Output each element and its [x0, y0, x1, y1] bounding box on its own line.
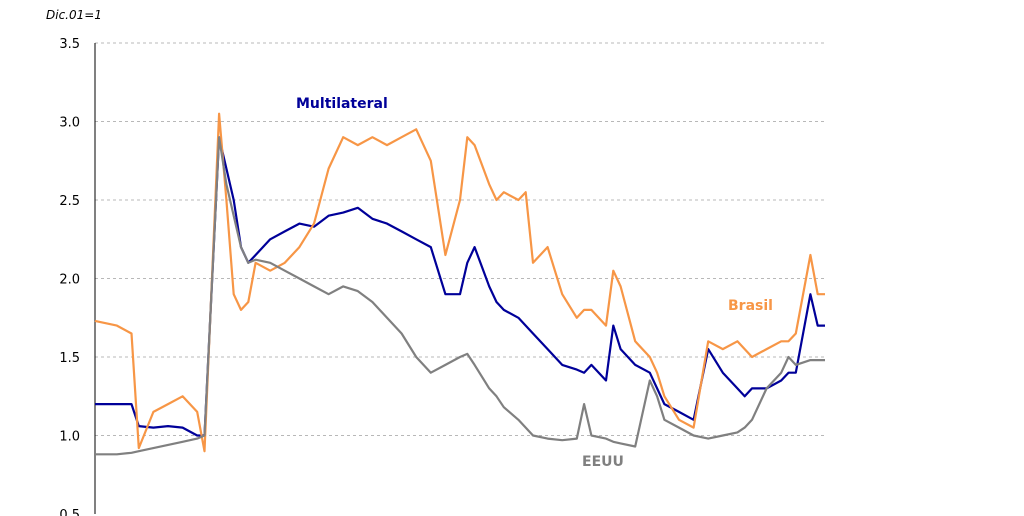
- series-labels: Multilateral Brasil EEUU: [296, 96, 773, 470]
- unit-label: Dic.01=1: [46, 8, 102, 22]
- y-axis-ticks: 3.5 3.0 2.5 2.0 1.5 1.0 0.5: [59, 37, 80, 516]
- series-label-multilateral: Multilateral: [296, 96, 388, 112]
- y-tick-label: 2.5: [59, 194, 80, 209]
- series-line-brasil: [94, 112, 825, 453]
- series-line-multilateral: [95, 136, 825, 437]
- y-tick-label: 3.5: [59, 37, 80, 52]
- y-tick-label: 0.5: [59, 508, 80, 516]
- y-tick-label: 1.0: [59, 430, 80, 445]
- series-lines: [94, 112, 825, 456]
- y-tick-label: 2.0: [59, 273, 80, 288]
- grid-lines: [95, 42, 825, 436]
- y-tick-label: 3.0: [59, 116, 80, 131]
- series-label-eeuu: EEUU: [582, 454, 624, 470]
- series-label-brasil: Brasil: [728, 298, 773, 314]
- series-line-eeuu: [95, 136, 825, 456]
- y-tick-label: 1.5: [59, 351, 80, 366]
